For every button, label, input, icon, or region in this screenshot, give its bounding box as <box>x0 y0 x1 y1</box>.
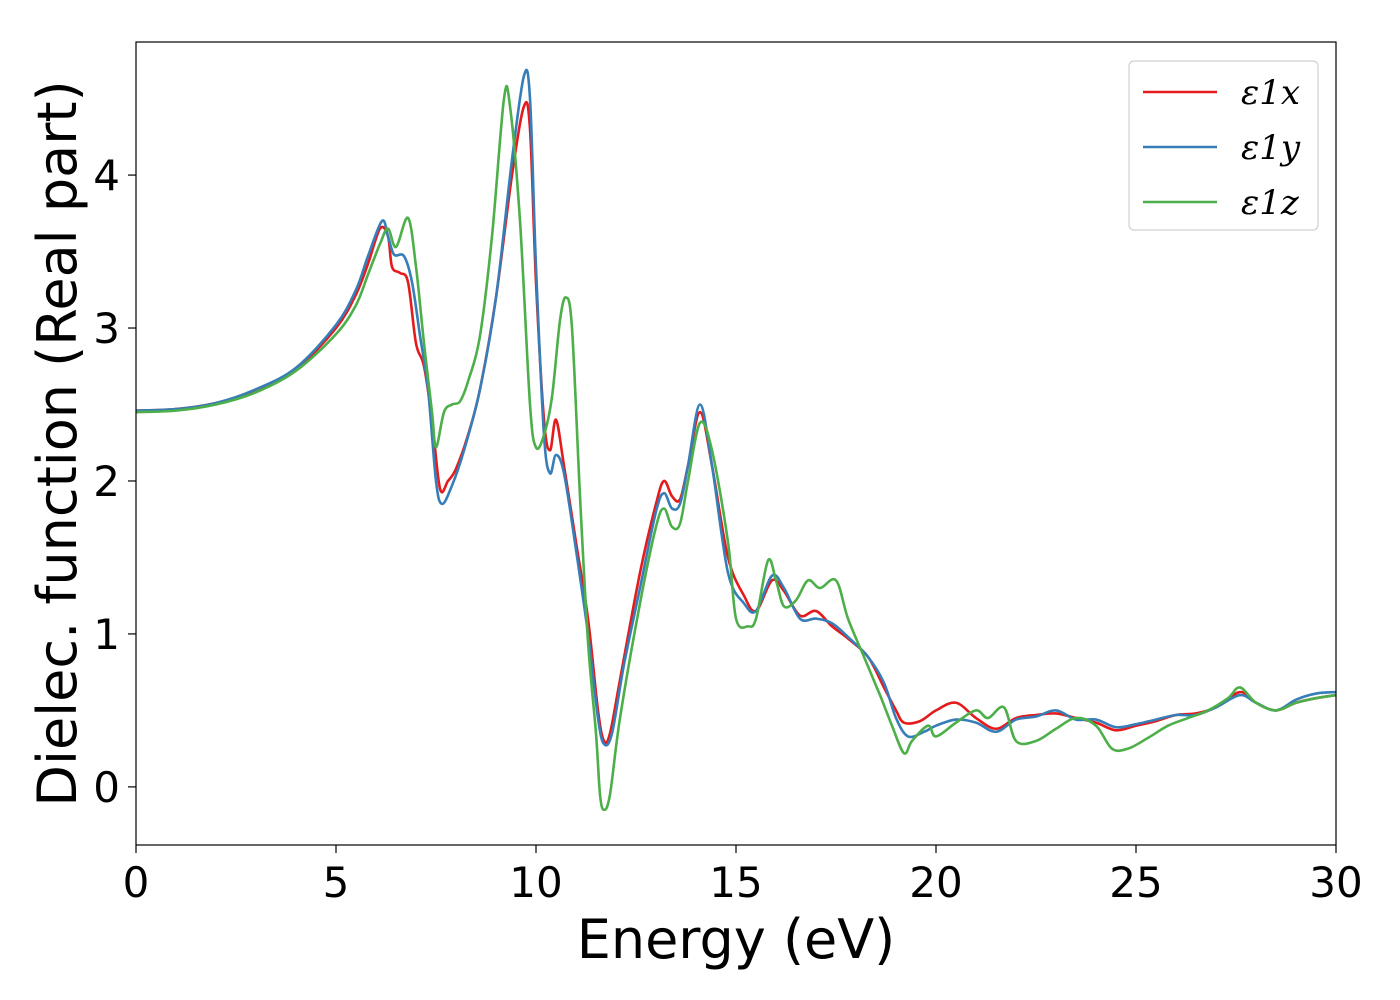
y-tick-label: 1 <box>93 610 120 659</box>
y-tick-label: 3 <box>93 304 120 353</box>
series-line-3 <box>136 84 1336 812</box>
x-tick-label: 25 <box>1109 858 1162 907</box>
x-tick-label: 10 <box>509 858 562 907</box>
x-tick-label: 30 <box>1309 858 1362 907</box>
x-tick-label: 0 <box>123 858 150 907</box>
plot-lines <box>136 68 1336 812</box>
y-tick-label: 4 <box>93 151 120 200</box>
x-tick-label: 20 <box>909 858 962 907</box>
legend-box <box>1128 60 1319 231</box>
legend: ε1x ε1y ε1z <box>1128 60 1319 231</box>
y-tick-label: 0 <box>93 763 120 812</box>
x-tick-label: 15 <box>709 858 762 907</box>
y-axis-label: Dielec. function (Real part) <box>26 80 89 806</box>
x-axis-label: Energy (eV) <box>577 908 896 971</box>
y-tick-label: 2 <box>93 457 120 506</box>
legend-label: ε1z <box>1241 183 1300 223</box>
legend-label: ε1y <box>1241 128 1301 168</box>
x-tick-label: 5 <box>323 858 350 907</box>
series-line-2 <box>136 68 1336 747</box>
y-axis: 0 1 2 3 4 <box>93 151 136 812</box>
legend-label: ε1x <box>1241 73 1300 113</box>
x-axis: 0 5 10 15 20 25 30 <box>123 845 1363 907</box>
